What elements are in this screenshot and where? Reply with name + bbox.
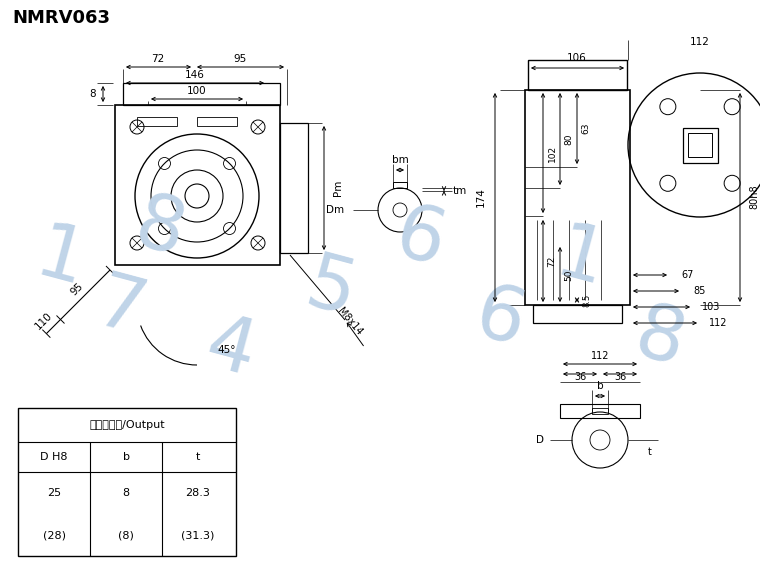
Text: 102: 102: [547, 144, 556, 162]
Bar: [197, 117, 237, 126]
Text: 6: 6: [387, 198, 453, 282]
Text: 95: 95: [69, 281, 85, 297]
Text: 25: 25: [47, 488, 61, 498]
Text: tm: tm: [453, 186, 467, 196]
Text: 67: 67: [682, 270, 694, 280]
Text: 85: 85: [694, 286, 706, 296]
Text: 112: 112: [690, 37, 710, 47]
Text: M8x14: M8x14: [336, 306, 364, 338]
Text: 8: 8: [122, 488, 129, 498]
Bar: [280, 123, 308, 253]
Bar: [123, 83, 280, 105]
Text: 36: 36: [614, 372, 626, 382]
Text: (8): (8): [118, 530, 134, 540]
Text: 112: 112: [709, 318, 727, 328]
Text: 80h8: 80h8: [749, 185, 759, 210]
Text: b: b: [597, 381, 603, 391]
Text: 100: 100: [187, 86, 207, 96]
Text: 50: 50: [565, 269, 574, 281]
Text: 1: 1: [27, 218, 93, 302]
Text: t: t: [196, 452, 200, 462]
Text: 174: 174: [476, 187, 486, 207]
Text: 8.5: 8.5: [582, 294, 591, 307]
Text: D H8: D H8: [40, 452, 68, 462]
Text: bm: bm: [391, 155, 408, 165]
Bar: [560, 404, 640, 418]
Bar: [688, 133, 712, 157]
Text: 8: 8: [127, 188, 193, 272]
Text: Dm: Dm: [326, 205, 344, 215]
Text: (31.3): (31.3): [182, 530, 214, 540]
Text: 45°: 45°: [218, 345, 236, 355]
Text: D: D: [536, 435, 544, 445]
Bar: [533, 305, 622, 323]
Text: 72: 72: [151, 54, 165, 64]
Text: t: t: [648, 447, 652, 457]
Text: 输出轴孔径/Output: 输出轴孔径/Output: [89, 420, 165, 430]
Text: 106: 106: [567, 53, 587, 63]
Text: 4: 4: [197, 308, 263, 392]
Text: 36: 36: [574, 372, 586, 382]
Bar: [115, 105, 280, 265]
Bar: [18, 408, 236, 556]
Text: 1: 1: [547, 218, 613, 302]
Text: 103: 103: [701, 302, 720, 312]
Text: 7: 7: [87, 268, 153, 352]
Text: (28): (28): [43, 530, 65, 540]
Text: 72: 72: [547, 255, 556, 267]
Bar: [525, 90, 630, 305]
Text: 6: 6: [467, 278, 533, 362]
Text: 5: 5: [297, 248, 363, 332]
Text: 110: 110: [33, 310, 54, 331]
Bar: [683, 128, 718, 163]
Text: 146: 146: [185, 70, 205, 80]
Text: 112: 112: [591, 351, 610, 361]
Bar: [393, 182, 407, 188]
Text: 8: 8: [627, 298, 693, 382]
Text: 8: 8: [90, 89, 97, 99]
Text: Pm: Pm: [333, 180, 343, 196]
Bar: [137, 117, 177, 126]
Text: b: b: [122, 452, 129, 462]
Text: 63: 63: [581, 122, 591, 134]
Text: 80: 80: [565, 133, 574, 145]
Text: 28.3: 28.3: [185, 488, 211, 498]
Bar: [592, 408, 608, 414]
Bar: [528, 60, 627, 90]
Text: 95: 95: [233, 54, 247, 64]
Text: NMRV063: NMRV063: [12, 9, 110, 27]
